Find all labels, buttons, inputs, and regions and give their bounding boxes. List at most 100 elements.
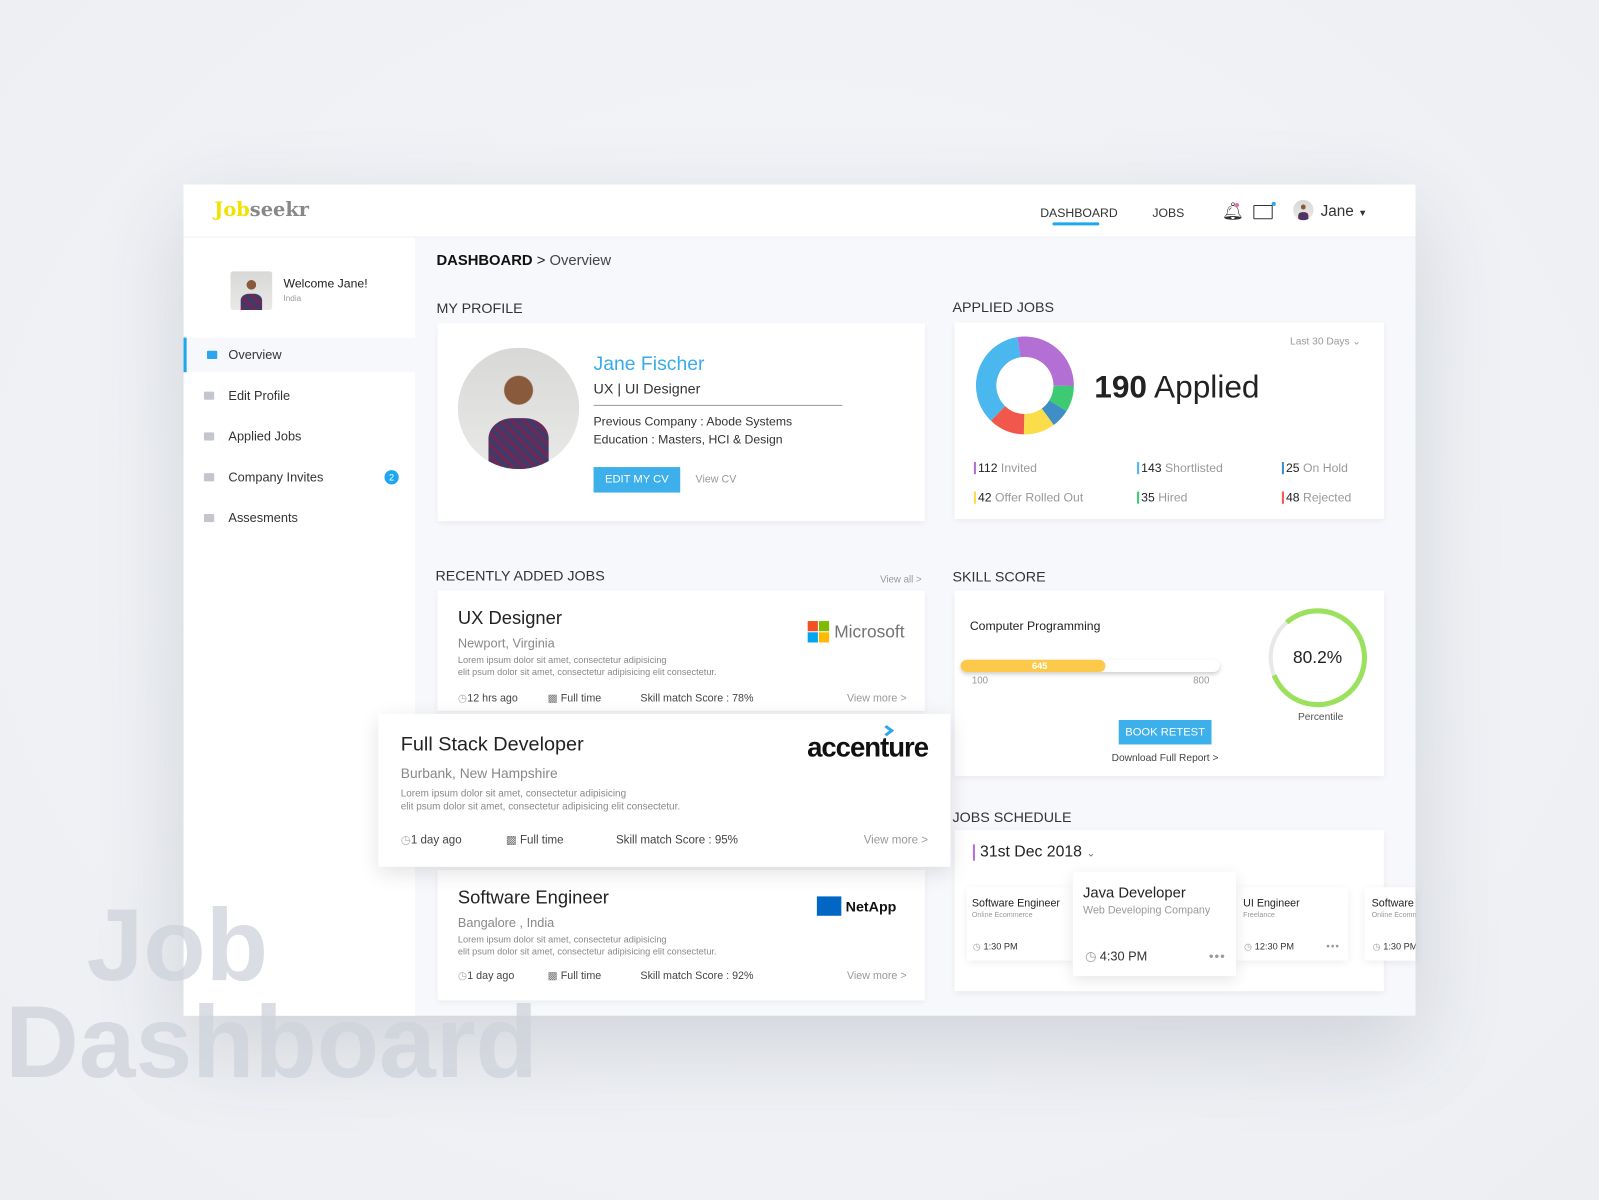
section-my-profile: MY PROFILE	[436, 299, 523, 317]
job-type: ▩ Full time	[547, 969, 602, 983]
skill-match-score: Skill match Score : 95%	[615, 834, 738, 847]
schedule-company: Freelance	[1243, 911, 1275, 919]
skill-max: 800	[1193, 675, 1210, 687]
date-marker	[972, 844, 975, 861]
schedule-title: Software Engineer	[971, 897, 1060, 910]
nav-dashboard[interactable]: DASHBOARD	[1040, 205, 1118, 221]
job-type: ▩ Full time	[547, 692, 602, 705]
job-location: Newport, Virginia	[457, 636, 555, 651]
skill-score-card	[954, 590, 1384, 777]
legend-item: 25 On Hold	[1281, 461, 1348, 475]
logo[interactable]: Jobseekr	[214, 198, 310, 222]
job-posted: ◷1 day ago	[400, 834, 462, 847]
breadcrumb: DASHBOARD > Overview	[436, 252, 612, 270]
legend-swatch	[973, 461, 976, 475]
view-more-link[interactable]: View more >	[863, 834, 929, 847]
profile-role: UX | UI Designer	[593, 380, 701, 397]
user-menu[interactable]: Jane ▼	[1320, 202, 1368, 221]
percentile-arc	[1268, 608, 1368, 708]
legend-item: 35 Hired	[1137, 491, 1187, 505]
clock-icon: ◷	[457, 969, 468, 983]
donut-slice-offer-rolled-out	[1023, 408, 1054, 435]
accenture-logo: accenture	[807, 725, 929, 764]
donut-slice-rejected	[990, 406, 1025, 435]
legend-swatch	[1281, 491, 1284, 504]
section-jobs-schedule: JOBS SCHEDULE	[952, 808, 1072, 826]
more-options-icon[interactable]: •••	[1208, 948, 1226, 964]
range-dropdown[interactable]: Last 30 Days ⌄	[1290, 336, 1361, 348]
sidebar-avatar	[230, 271, 273, 311]
job-type: ▩ Full time	[505, 834, 564, 847]
bell-icon[interactable]: 🔔︎	[1221, 201, 1244, 222]
clock-icon: ◷	[1085, 949, 1097, 964]
clock-icon: ◷	[1244, 941, 1253, 952]
sidebar-item-assesments[interactable]: Assesments	[184, 501, 415, 536]
invites-badge: 2	[384, 470, 399, 485]
view-more-link[interactable]: View more >	[846, 692, 907, 705]
job-description: Lorem ipsum dolor sit amet, consectetur …	[457, 654, 717, 678]
job-description: Lorem ipsum dolor sit amet, consectetur …	[400, 788, 681, 813]
mail-icon[interactable]	[1253, 204, 1273, 220]
divider	[593, 404, 843, 406]
book-retest-button[interactable]: BOOK RETEST	[1118, 719, 1212, 745]
section-applied-jobs: APPLIED JOBS	[952, 298, 1055, 316]
briefcase-icon: ▩	[547, 969, 558, 983]
briefcase-icon	[203, 432, 215, 441]
watermark: Job Dashboard	[5, 888, 538, 1100]
mail-dot	[1271, 201, 1276, 206]
top-header	[183, 184, 1416, 238]
briefcase-icon: ▩	[547, 692, 558, 705]
job-title: Full Stack Developer	[400, 733, 584, 756]
schedule-date-dropdown[interactable]: 31st Dec 2018 ⌄	[980, 843, 1096, 861]
donut-slice-hired	[1049, 385, 1074, 412]
sidebar-item-edit-profile[interactable]: Edit Profile	[184, 378, 415, 413]
legend-swatch	[1137, 491, 1140, 504]
job-location: Bangalore , India	[457, 915, 555, 931]
grid-icon	[207, 350, 218, 359]
percentile-caption: Percentile	[1297, 711, 1344, 724]
sidebar-item-company-invites[interactable]: Company Invites 2	[184, 460, 415, 495]
view-more-link[interactable]: View more >	[846, 969, 907, 983]
legend-swatch	[1281, 461, 1284, 475]
notification-dot	[1234, 202, 1240, 208]
legend-swatch	[973, 491, 976, 504]
job-title: UX Designer	[457, 607, 562, 629]
schedule-title: Software Engineer	[1371, 897, 1416, 910]
job-card[interactable]: Software Engineer Bangalore , India Lore…	[437, 869, 925, 1001]
skill-value: 645	[1032, 660, 1048, 672]
skill-subject: Computer Programming	[969, 619, 1101, 634]
sidebar-item-applied-jobs[interactable]: Applied Jobs	[184, 419, 415, 454]
section-skill-score: SKILL SCORE	[952, 568, 1046, 585]
clock-icon: ◷	[457, 692, 468, 705]
legend-item: 42 Offer Rolled Out	[973, 491, 1083, 505]
schedule-title: Java Developer	[1083, 885, 1186, 902]
nav-jobs[interactable]: JOBS	[1152, 205, 1185, 221]
clock-icon: ◷	[1372, 941, 1381, 952]
schedule-item[interactable]: Software Engineer Online Ecommerce ◷ 1:3…	[1364, 887, 1416, 961]
user-avatar[interactable]	[1293, 199, 1314, 221]
chevron-down-icon: ⌄	[1352, 336, 1361, 348]
skill-match-score: Skill match Score : 92%	[640, 969, 754, 983]
schedule-company: Online Ecommerce	[971, 911, 1033, 919]
monitor-icon	[203, 513, 215, 523]
donut-slice-on-hold	[1041, 400, 1067, 426]
job-card[interactable]: Full Stack Developer Burbank, New Hampsh…	[378, 713, 951, 867]
view-cv-link[interactable]: View CV	[695, 473, 737, 486]
download-report-link[interactable]: Download Full Report >	[1111, 752, 1219, 764]
job-card[interactable]: UX Designer Newport, Virginia Lorem ipsu…	[437, 590, 925, 711]
schedule-item[interactable]: Software Engineer Online Ecommerce ◷ 1:3…	[966, 887, 1073, 961]
education: Education : Masters, HCI & Design	[593, 432, 783, 447]
sidebar-item-overview[interactable]: Overview	[183, 337, 416, 373]
schedule-item[interactable]: UI Engineer Freelance ◷ 12:30 PM •••	[1235, 887, 1349, 961]
more-options-icon[interactable]: •••	[1326, 941, 1341, 953]
view-all-link[interactable]: View all >	[880, 574, 922, 586]
section-recent-jobs: RECENTLY ADDED JOBS	[435, 567, 605, 584]
schedule-time: ◷ 4:30 PM	[1085, 949, 1148, 964]
edit-cv-button[interactable]: EDIT MY CV	[593, 467, 681, 493]
profile-name: Jane Fischer	[593, 353, 705, 376]
job-title: Software Engineer	[457, 887, 609, 908]
profile-photo	[457, 347, 580, 470]
schedule-time: ◷ 12:30 PM	[1244, 941, 1295, 952]
legend-item: 112 Invited	[973, 461, 1037, 475]
schedule-item[interactable]: Java Developer Web Developing Company ◷ …	[1072, 871, 1236, 976]
